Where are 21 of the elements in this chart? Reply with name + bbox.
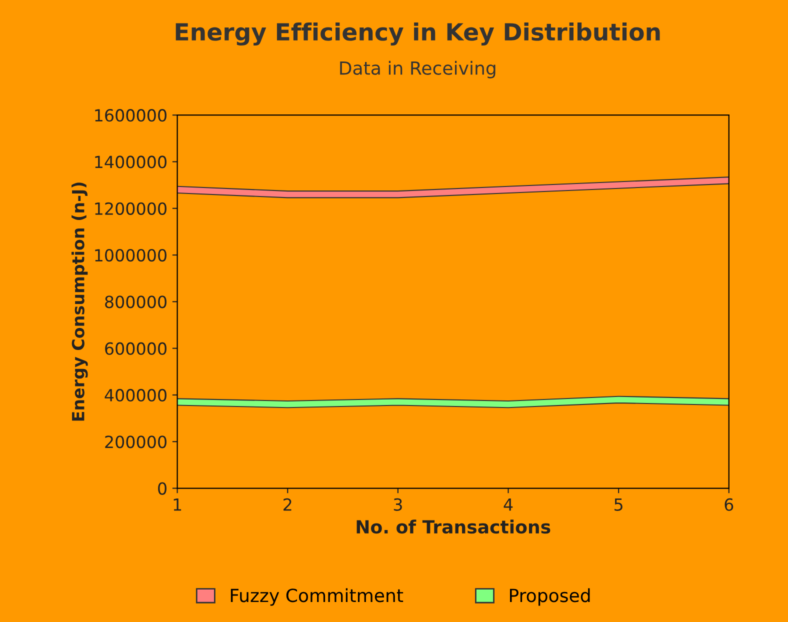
- y-tick-label: 600000: [105, 342, 166, 355]
- y-tick-label: 800000: [105, 296, 166, 308]
- chart-title: Energy Efficiency in Key Distribution: [176, 22, 660, 46]
- x-axis-title: No. of Transactions: [356, 520, 550, 534]
- y-tick-label: 1400000: [95, 156, 166, 168]
- y-axis-title: Energy Consumption (n-J): [72, 182, 88, 421]
- y-tick-label: 1000000: [95, 248, 166, 262]
- y-tick-label: 1600000: [95, 109, 166, 122]
- y-tick-label: 200000: [105, 436, 166, 448]
- x-tick-label: 5: [614, 498, 622, 511]
- y-tick-label: 400000: [104, 388, 166, 402]
- legend-label: Proposed: [510, 588, 590, 606]
- x-tick-label: 4: [504, 498, 513, 511]
- legend-label: Fuzzy Commitment: [230, 588, 404, 606]
- x-tick-label: 3: [394, 498, 402, 511]
- y-tick-label: 0: [158, 482, 166, 495]
- chart-subtitle: Data in Receiving: [340, 60, 496, 78]
- x-tick-label: 6: [724, 498, 734, 511]
- x-tick-label: 2: [284, 498, 292, 511]
- y-tick-label: 1200000: [95, 202, 166, 215]
- x-tick-label: 1: [174, 498, 182, 511]
